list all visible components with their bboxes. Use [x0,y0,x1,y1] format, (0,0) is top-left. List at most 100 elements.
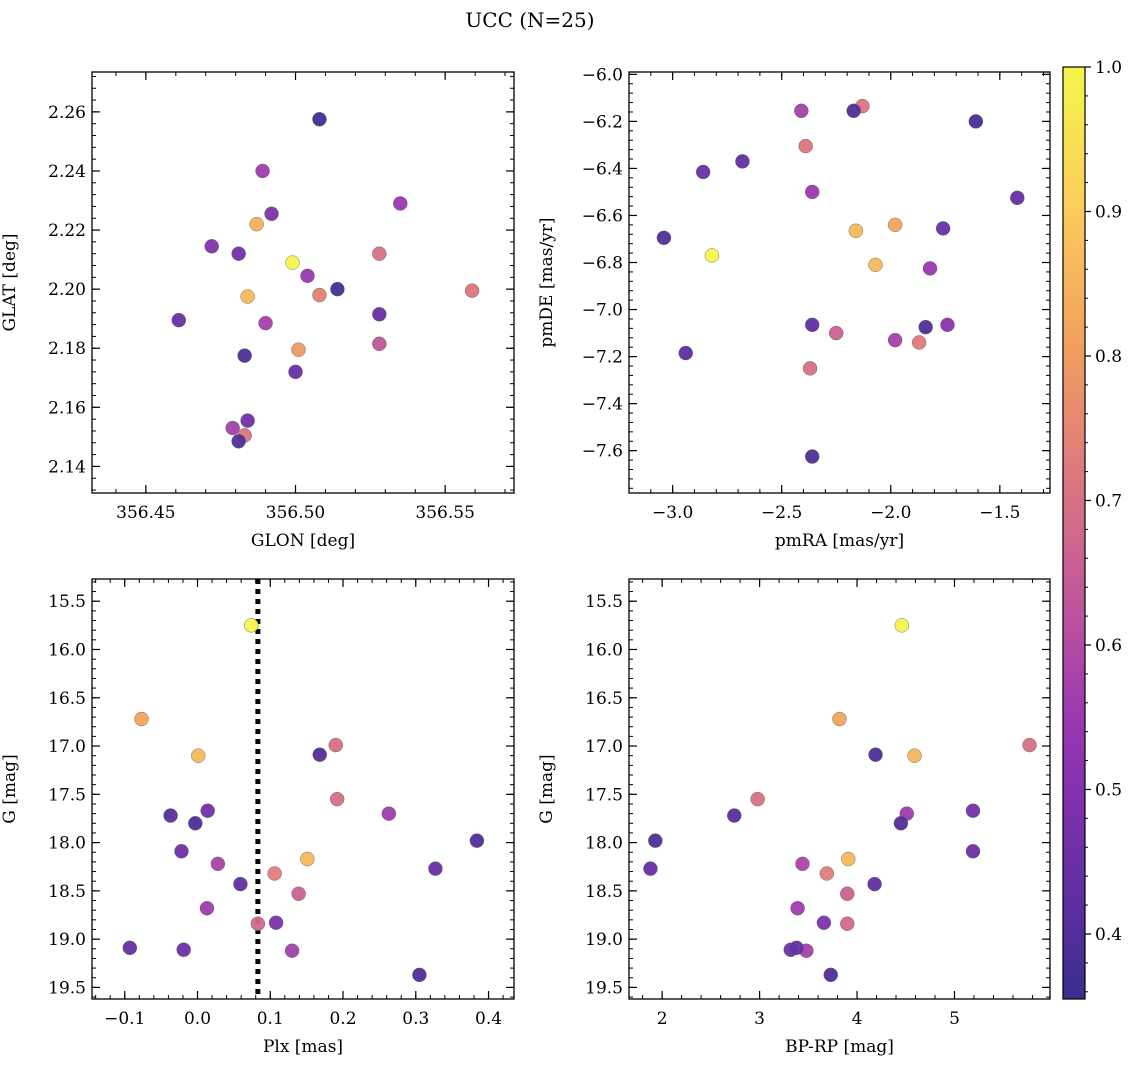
data-point [330,281,345,297]
data-point [868,257,883,273]
data-point [171,312,186,328]
data-point [819,866,835,881]
y-tick-label: 16.5 [48,689,86,709]
data-point [428,861,443,876]
data-point [789,940,804,956]
data-point [922,261,938,276]
y-tick-label: 19.5 [585,978,623,998]
x-tick-label: 0.1 [257,1009,284,1029]
x-tick-label: 3 [754,1009,765,1029]
data-point [163,808,178,823]
data-point [200,803,215,818]
data-point [300,268,315,284]
data-point [643,861,658,876]
data-point [312,747,327,762]
x-tick-label: 356.55 [415,503,474,523]
data-point [255,163,270,179]
data-point [823,967,838,983]
x-tick-label: 0.0 [184,1009,211,1029]
data-point [868,747,883,762]
data-point [841,851,856,867]
data-point [464,283,480,298]
data-point [678,345,693,361]
data-point [704,248,720,263]
x-tick-label: 356.50 [266,503,325,523]
data-point [911,335,927,350]
plot-frame [628,71,1051,494]
data-point [329,791,345,807]
data-point [848,223,864,238]
y-tick-label: 17.0 [48,737,86,757]
data-point [802,361,818,376]
data-point [965,844,981,859]
x-tick-label: 356.45 [116,503,175,523]
data-point [412,967,427,983]
data-point [656,230,672,246]
data-point [284,943,300,958]
y-tick-label: −6.0 [582,65,623,85]
data-point [887,217,903,233]
colorbar-tick-label: 1.0 [1095,58,1122,78]
data-point [174,844,189,859]
colorbar-tick-label: 0.6 [1095,636,1122,656]
data-point [887,332,903,348]
data-point [264,206,279,222]
y-tick-label: 16.0 [585,640,623,660]
data-point [648,833,663,848]
data-point [244,618,259,633]
y-tick-label: 2.20 [48,280,86,300]
minor-ticks [92,72,514,493]
minor-ticks [628,72,1050,493]
y-tick-label: −7.0 [582,301,623,321]
x-tick-label: −3.0 [652,503,693,523]
x-tick-label: −1.5 [979,503,1020,523]
y-tick-label: 15.5 [48,592,86,612]
data-point [285,255,300,270]
data-point [840,886,855,901]
x-tick-label: 4 [852,1009,863,1029]
data-point [372,307,387,322]
plot-frame [628,578,1051,1000]
data-point [1022,737,1037,753]
data-point [935,221,951,236]
y-tick-label: 2.18 [48,339,86,359]
y-tick-label: 17.5 [585,785,623,805]
data-point [258,315,273,331]
minor-ticks [92,579,514,999]
x-tick-label: 0.2 [329,1009,356,1029]
data-point [832,711,847,727]
data-point [199,901,215,916]
x-tick-label: 5 [949,1009,960,1029]
x-axis-label: pmRA [mas/yr] [775,531,904,551]
data-point [188,816,203,831]
colorbar-tick-label: 0.9 [1095,202,1122,222]
y-tick-label: 19.0 [48,930,86,950]
data-point [381,806,397,821]
data-point [191,748,206,763]
data-point [1010,190,1025,206]
data-point [840,916,855,931]
y-tick-label: 17.5 [48,785,86,805]
data-point [750,791,765,807]
data-point [867,876,882,892]
figure-title: UCC (N=25) [465,8,594,32]
x-axis-label: BP-RP [mag] [785,1037,894,1057]
y-tick-label: −7.4 [582,395,623,415]
scatter-panel-plx-g: −0.1 0.0 0.1 0.2 0.3 0.4 15.5 16.0 16.5 17.0 17.5 1… [0,578,515,1057]
y-tick-label: 2.22 [48,221,86,241]
plot-frame [91,71,515,494]
data-point [735,154,750,169]
data-point [134,711,149,727]
y-tick-label: 18.5 [48,882,86,902]
data-point [122,940,138,956]
colorbar-tick-label: 0.7 [1095,491,1122,511]
data-point [225,420,240,436]
minor-ticks [629,579,1050,999]
y-tick-label: −7.6 [582,442,623,462]
x-axis-label: GLON [deg] [251,531,355,551]
data-point [240,413,255,428]
data-point [312,112,327,127]
data-point [393,196,408,211]
y-tick-label: 2.24 [48,162,86,182]
data-point [288,364,303,380]
